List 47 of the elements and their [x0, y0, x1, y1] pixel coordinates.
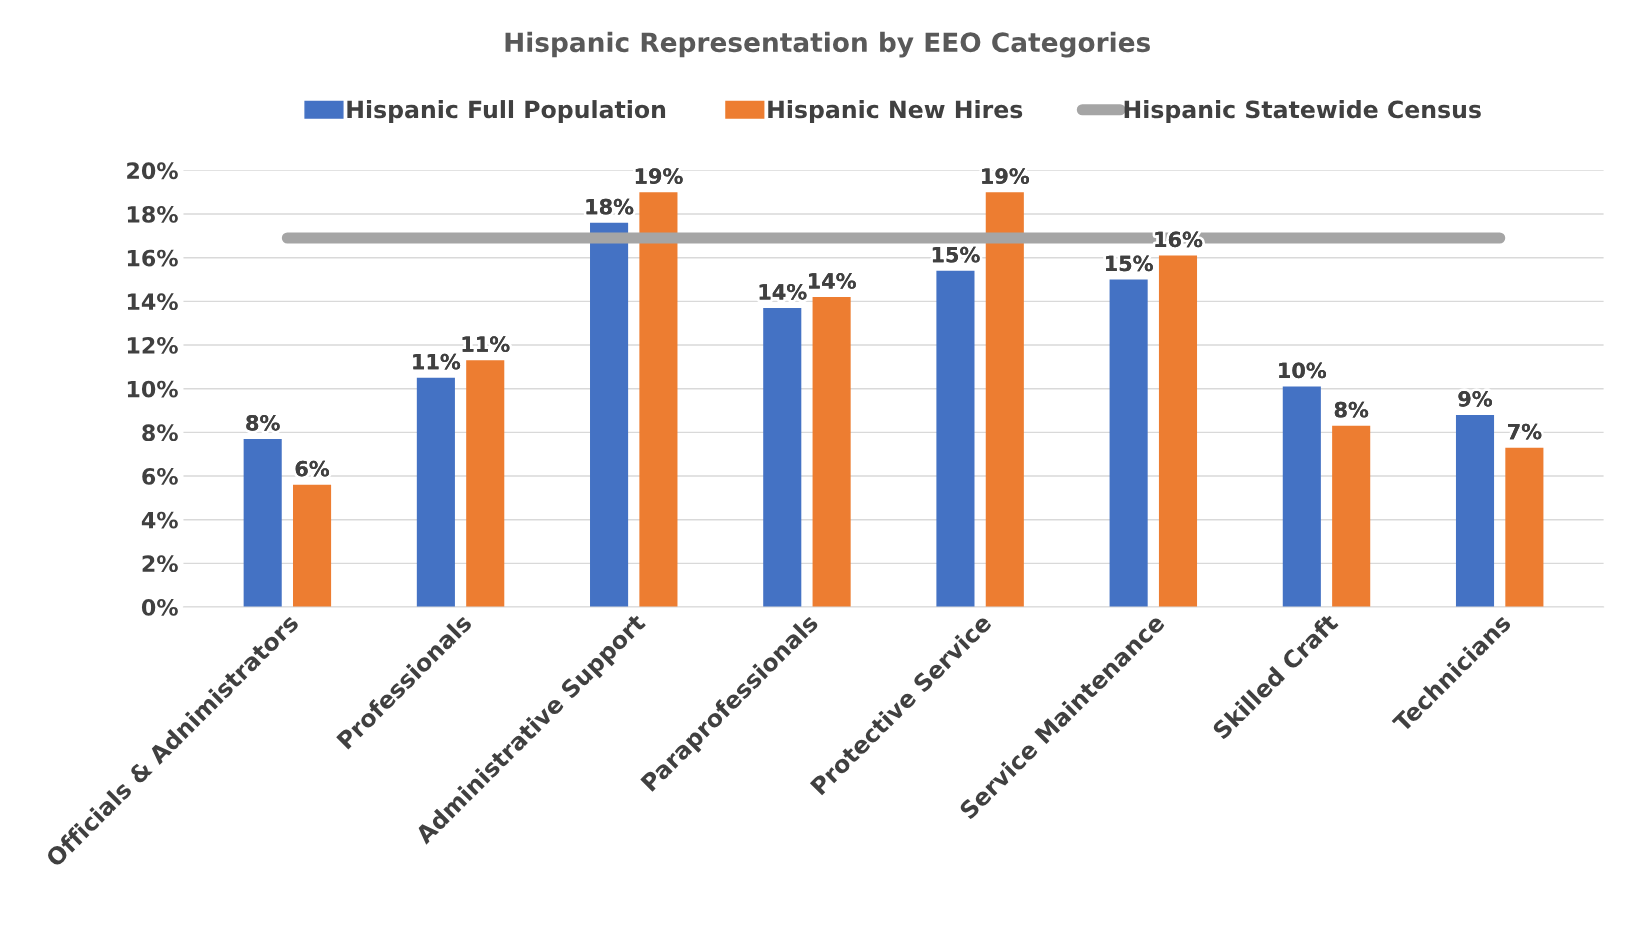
data-label: 10%	[1279, 362, 1327, 379]
data-label: 19%	[982, 168, 1030, 184]
y-tick-label: 12%	[127, 336, 178, 354]
data-label: 14%	[759, 283, 807, 300]
y-tick-label: 14%	[127, 293, 178, 311]
bar	[1455, 414, 1495, 608]
data-label: 6%	[295, 460, 330, 477]
data-label: 9%	[1458, 390, 1493, 407]
legend-label: Hispanic Statewide Census	[1124, 100, 1481, 123]
data-label: 15%	[1106, 255, 1153, 272]
bar	[590, 222, 629, 608]
y-tick-label: 16%	[127, 249, 178, 267]
data-label: 11%	[462, 336, 510, 353]
data-label: 8%	[1334, 401, 1369, 418]
bar	[936, 270, 975, 608]
data-label: 15%	[932, 246, 980, 263]
y-tick-label: 8%	[142, 424, 178, 442]
data-label: 7%	[1508, 423, 1542, 440]
bar	[1332, 425, 1371, 608]
data-label: 19%	[635, 168, 683, 184]
bar	[1109, 279, 1148, 608]
data-label: 18%	[586, 198, 634, 215]
bar	[466, 360, 505, 608]
y-tick-label: 0%	[141, 598, 178, 616]
y-tick-label: 20%	[127, 162, 178, 180]
bar	[639, 192, 678, 608]
y-tick-label: 10%	[127, 380, 178, 398]
y-tick-label: 6%	[142, 467, 178, 485]
bar	[416, 377, 455, 608]
data-label: 8%	[246, 414, 280, 431]
data-label: 14%	[809, 273, 856, 289]
bar	[985, 192, 1024, 608]
y-tick-label: 18%	[127, 205, 178, 223]
legend-label: Hispanic Full Population	[347, 100, 666, 123]
bar	[1282, 386, 1321, 608]
bar	[812, 297, 851, 608]
bar	[1158, 255, 1198, 608]
bar	[243, 438, 282, 608]
bar	[763, 307, 802, 608]
bar	[293, 484, 332, 608]
data-label: 11%	[413, 353, 461, 370]
chart-title: Hispanic Representation by EEO Categories	[505, 31, 1150, 58]
y-tick-label: 2%	[142, 555, 178, 573]
bar	[1505, 447, 1544, 608]
legend-label: Hispanic New Hires	[768, 100, 1023, 123]
y-tick-label: 4%	[141, 511, 178, 529]
data-label: 16%	[1155, 231, 1203, 248]
